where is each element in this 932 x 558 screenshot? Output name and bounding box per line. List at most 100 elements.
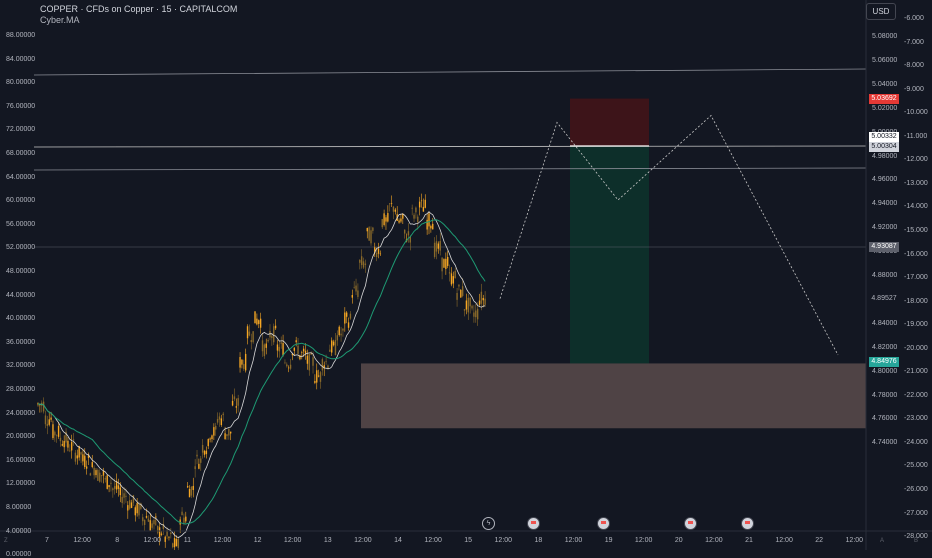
candle-body xyxy=(190,486,193,496)
candle-body xyxy=(67,440,69,448)
candle-body xyxy=(93,467,95,476)
candle-body xyxy=(263,344,266,357)
candle-body xyxy=(402,213,404,219)
secondary-axis-tick: -7.000 xyxy=(904,38,924,46)
candle-body xyxy=(108,485,110,488)
candle-body xyxy=(170,532,172,535)
level-price-tag: 4.93087 xyxy=(869,242,899,252)
currency-button[interactable]: USD xyxy=(866,3,896,20)
symbol-title[interactable]: COPPER · CFDs on Copper · 15 · CAPITALCO… xyxy=(40,4,238,14)
candle-body xyxy=(482,297,484,301)
candle-body xyxy=(291,353,294,356)
candle-body xyxy=(158,527,161,538)
candle-body xyxy=(390,203,393,205)
time-axis-tick: 18 xyxy=(534,537,543,544)
candle-body xyxy=(415,207,417,213)
candle-body xyxy=(480,291,483,304)
secondary-axis-tick: -21.000 xyxy=(904,368,928,376)
time-axis-tick: 19 xyxy=(604,537,613,544)
candle-body xyxy=(115,480,118,490)
candle-body xyxy=(424,199,426,208)
candle-body xyxy=(392,206,395,212)
time-axis-tick: 12:00 xyxy=(634,537,653,544)
candle-body xyxy=(136,503,138,514)
projection-path xyxy=(499,114,839,356)
candle-body xyxy=(82,454,84,462)
us-flag-event-icon[interactable] xyxy=(527,517,540,530)
flash-event-icon[interactable]: ϟ xyxy=(482,517,495,530)
candle-body xyxy=(89,473,92,476)
timezone-icon[interactable]: Z xyxy=(4,538,8,544)
time-axis-tick: 12:00 xyxy=(73,537,91,544)
candle-body xyxy=(316,370,318,383)
candle-body xyxy=(46,423,49,426)
candle-body xyxy=(56,434,58,436)
candle-body xyxy=(213,427,215,436)
left-axis-tick: 16.00000 xyxy=(6,456,36,464)
left-axis-tick: 32.00000 xyxy=(6,362,36,370)
candle-body xyxy=(368,227,370,241)
candle-body xyxy=(164,536,166,542)
candle-body xyxy=(80,452,82,455)
candle-body xyxy=(185,516,187,522)
left-axis-tick: 4.00000 xyxy=(6,527,32,535)
secondary-axis-tick: -19.000 xyxy=(904,321,928,329)
candle-body xyxy=(143,519,146,525)
us-flag-event-icon[interactable] xyxy=(597,517,610,530)
auto-scale-icon[interactable]: A xyxy=(880,538,885,544)
candle-body xyxy=(218,416,221,420)
right-axis-tick: 5.04000 xyxy=(872,80,898,88)
candle-body xyxy=(194,466,196,470)
candle-body xyxy=(188,489,191,498)
time-axis-tick: 14 xyxy=(394,537,402,544)
candle-body xyxy=(471,305,473,309)
candle-body xyxy=(132,495,135,503)
secondary-axis-tick: -23.000 xyxy=(904,415,928,423)
right-axis-tick: 4.98000 xyxy=(872,152,898,160)
candle-body xyxy=(445,258,447,269)
secondary-axis-tick: -15.000 xyxy=(904,226,928,234)
candle-body xyxy=(123,493,125,498)
candle-body xyxy=(48,419,50,425)
candle-body xyxy=(443,259,445,268)
settings-icon[interactable]: B xyxy=(914,538,919,544)
candle-body xyxy=(121,496,123,504)
candle-body xyxy=(413,214,415,219)
indicator-label[interactable]: Cyber.MA xyxy=(40,15,80,25)
candle-body xyxy=(420,200,423,202)
us-flag-event-icon[interactable] xyxy=(684,517,697,530)
candle-body xyxy=(332,341,335,346)
secondary-axis-tick: -25.000 xyxy=(904,462,928,470)
secondary-axis-tick: -10.000 xyxy=(904,109,928,117)
candle-body xyxy=(211,435,213,440)
secondary-axis-tick: -20.000 xyxy=(904,344,928,352)
candle-body xyxy=(317,375,320,377)
left-axis-tick: 60.00000 xyxy=(6,197,36,205)
candle-body xyxy=(198,463,200,469)
candle-body xyxy=(61,444,64,446)
candle-body xyxy=(467,297,469,313)
candle-body xyxy=(484,298,486,305)
secondary-axis-tick: -22.000 xyxy=(904,391,928,399)
candle-body xyxy=(87,454,90,458)
candle-body xyxy=(200,458,202,463)
secondary-axis-tick: -14.000 xyxy=(904,203,928,211)
secondary-axis-tick: -26.000 xyxy=(904,486,928,493)
candle-body xyxy=(278,346,281,352)
entry-line xyxy=(33,145,867,148)
candle-body xyxy=(57,425,60,437)
candle-body xyxy=(220,418,223,426)
time-axis-tick: 21 xyxy=(745,537,753,544)
candle-body xyxy=(166,530,168,537)
time-axis-tick: 8 xyxy=(115,537,120,544)
trend-line xyxy=(33,167,867,171)
time-axis-tick: 12:00 xyxy=(354,537,372,544)
candle-body xyxy=(99,472,101,482)
candle-body xyxy=(426,219,428,230)
secondary-axis-tick: -11.000 xyxy=(904,132,928,140)
candle-body xyxy=(186,486,189,488)
us-flag-event-icon[interactable] xyxy=(741,517,754,530)
right-axis-tick: 5.08000 xyxy=(872,33,898,40)
